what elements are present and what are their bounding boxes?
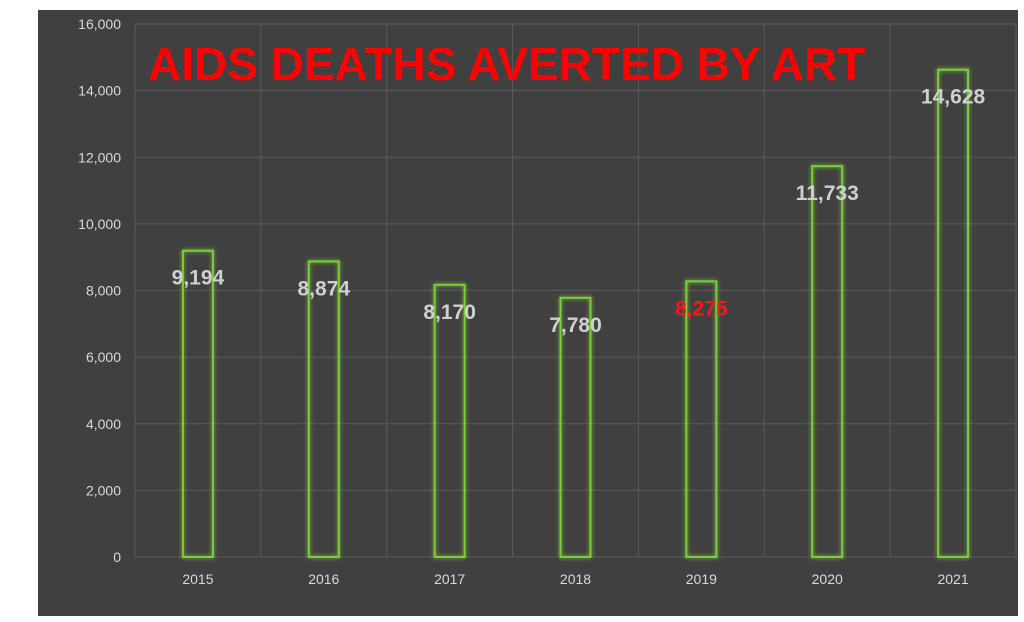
bar-2018 (559, 296, 592, 558)
data-labels: 9,194 8,874 8,170 7,780 8,275 11,733 14,628 (172, 86, 986, 337)
x-tick-label: 2015 (182, 571, 213, 587)
chart-area: 0 2,000 4,000 6,000 8,000 10,000 12,000 14,000 1… (38, 10, 1018, 616)
bar-2017 (433, 283, 466, 558)
data-label-2015: 9,194 (172, 267, 225, 290)
bars (181, 68, 970, 559)
y-tick-label: 2,000 (86, 482, 121, 498)
data-label-2017: 8,170 (423, 301, 476, 324)
data-label-2020: 11,733 (796, 182, 859, 205)
x-tick-label: 2019 (686, 571, 717, 587)
y-tick-label: 0 (113, 549, 121, 565)
bar-2016 (307, 260, 340, 558)
bar-2019 (685, 280, 718, 558)
y-tick-label: 16,000 (78, 16, 121, 32)
x-axis-ticks: 2015 2016 2017 2018 2019 2020 2021 (182, 571, 969, 587)
data-label-2018: 7,780 (549, 314, 602, 337)
x-tick-label: 2017 (434, 571, 465, 587)
y-tick-label: 8,000 (86, 283, 121, 299)
gridlines (134, 23, 1017, 558)
y-tick-label: 6,000 (86, 349, 121, 365)
bar-2015 (181, 249, 214, 558)
data-label-2019: 8,275 (675, 297, 728, 320)
data-label-2016: 8,874 (298, 277, 351, 300)
y-tick-label: 10,000 (78, 216, 121, 232)
y-axis-ticks: 0 2,000 4,000 6,000 8,000 10,000 12,000 14,000 1… (78, 16, 121, 565)
x-tick-label: 2016 (308, 571, 339, 587)
y-tick-label: 4,000 (86, 416, 121, 432)
x-tick-label: 2018 (560, 571, 591, 587)
y-tick-label: 12,000 (78, 149, 121, 165)
y-tick-label: 14,000 (78, 83, 121, 99)
x-tick-label: 2021 (937, 571, 968, 587)
bar-2020 (811, 165, 844, 558)
data-label-2021: 14,628 (921, 86, 986, 109)
chart-title: AIDS DEATHS AVERTED BY ART (148, 38, 865, 90)
bar-chart: 0 2,000 4,000 6,000 8,000 10,000 12,000 14,000 1… (78, 16, 1017, 587)
x-tick-label: 2020 (812, 571, 843, 587)
bar-2021 (937, 68, 970, 559)
